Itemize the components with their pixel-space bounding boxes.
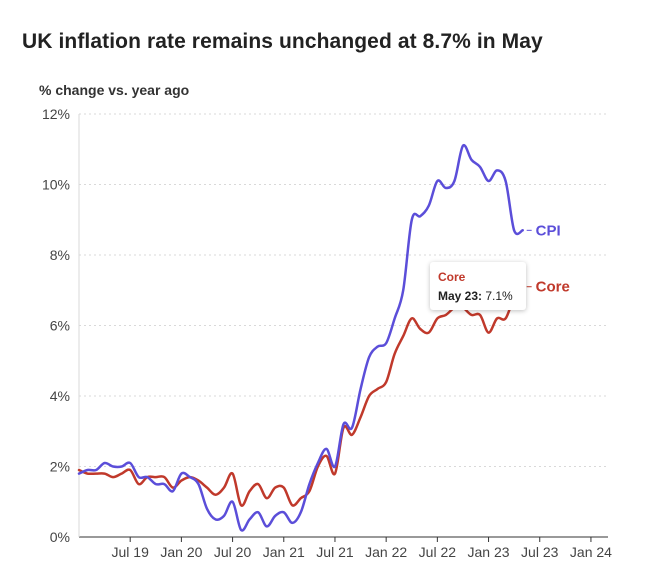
x-tick-label: Jan 22 xyxy=(365,544,407,560)
y-axis-label: % change vs. year ago xyxy=(39,82,190,98)
y-tick-label: 2% xyxy=(50,459,70,475)
y-tick-label: 8% xyxy=(50,247,70,263)
y-tick-label: 12% xyxy=(42,106,70,122)
cpi-series-label: CPI xyxy=(536,222,561,239)
series-labels: Core CPI xyxy=(526,222,570,296)
y-tick-labels: 0% 2% 4% 6% 8% 10% 12% xyxy=(42,106,70,545)
x-tick-label: Jan 24 xyxy=(570,544,612,560)
x-tick-label: Jan 21 xyxy=(263,544,305,560)
x-tick-label: Jan 23 xyxy=(468,544,510,560)
x-tick-label: Jul 21 xyxy=(316,544,354,560)
x-tick-labels: Jul 19 Jan 20 Jul 20 Jan 21 Jul 21 Jan 22 Jul … xyxy=(112,544,613,560)
grid-lines xyxy=(78,113,608,542)
core-series-label: Core xyxy=(536,279,570,296)
x-tick-label: Jul 23 xyxy=(521,544,559,560)
tooltip-value-row: May 23: 7.1% xyxy=(438,289,513,303)
tooltip-value: 7.1% xyxy=(485,289,513,303)
tooltip-series-name: Core xyxy=(438,270,466,284)
x-tick-label: Jan 20 xyxy=(160,544,202,560)
chart-tooltip: Core May 23: 7.1% xyxy=(430,262,526,310)
tooltip-date: May 23: xyxy=(438,289,483,303)
chart-title: UK inflation rate remains unchanged at 8… xyxy=(22,30,543,53)
y-tick-label: 0% xyxy=(50,529,70,545)
y-tick-label: 10% xyxy=(42,177,70,193)
x-tick-label: Jul 20 xyxy=(214,544,252,560)
x-tick-label: Jul 22 xyxy=(419,544,457,560)
y-tick-label: 6% xyxy=(50,318,70,334)
cpi-series-line xyxy=(77,143,524,532)
x-tick-label: Jul 19 xyxy=(112,544,150,560)
y-tick-label: 4% xyxy=(50,388,70,404)
series-lines xyxy=(77,143,524,532)
core-series-line xyxy=(77,285,524,507)
